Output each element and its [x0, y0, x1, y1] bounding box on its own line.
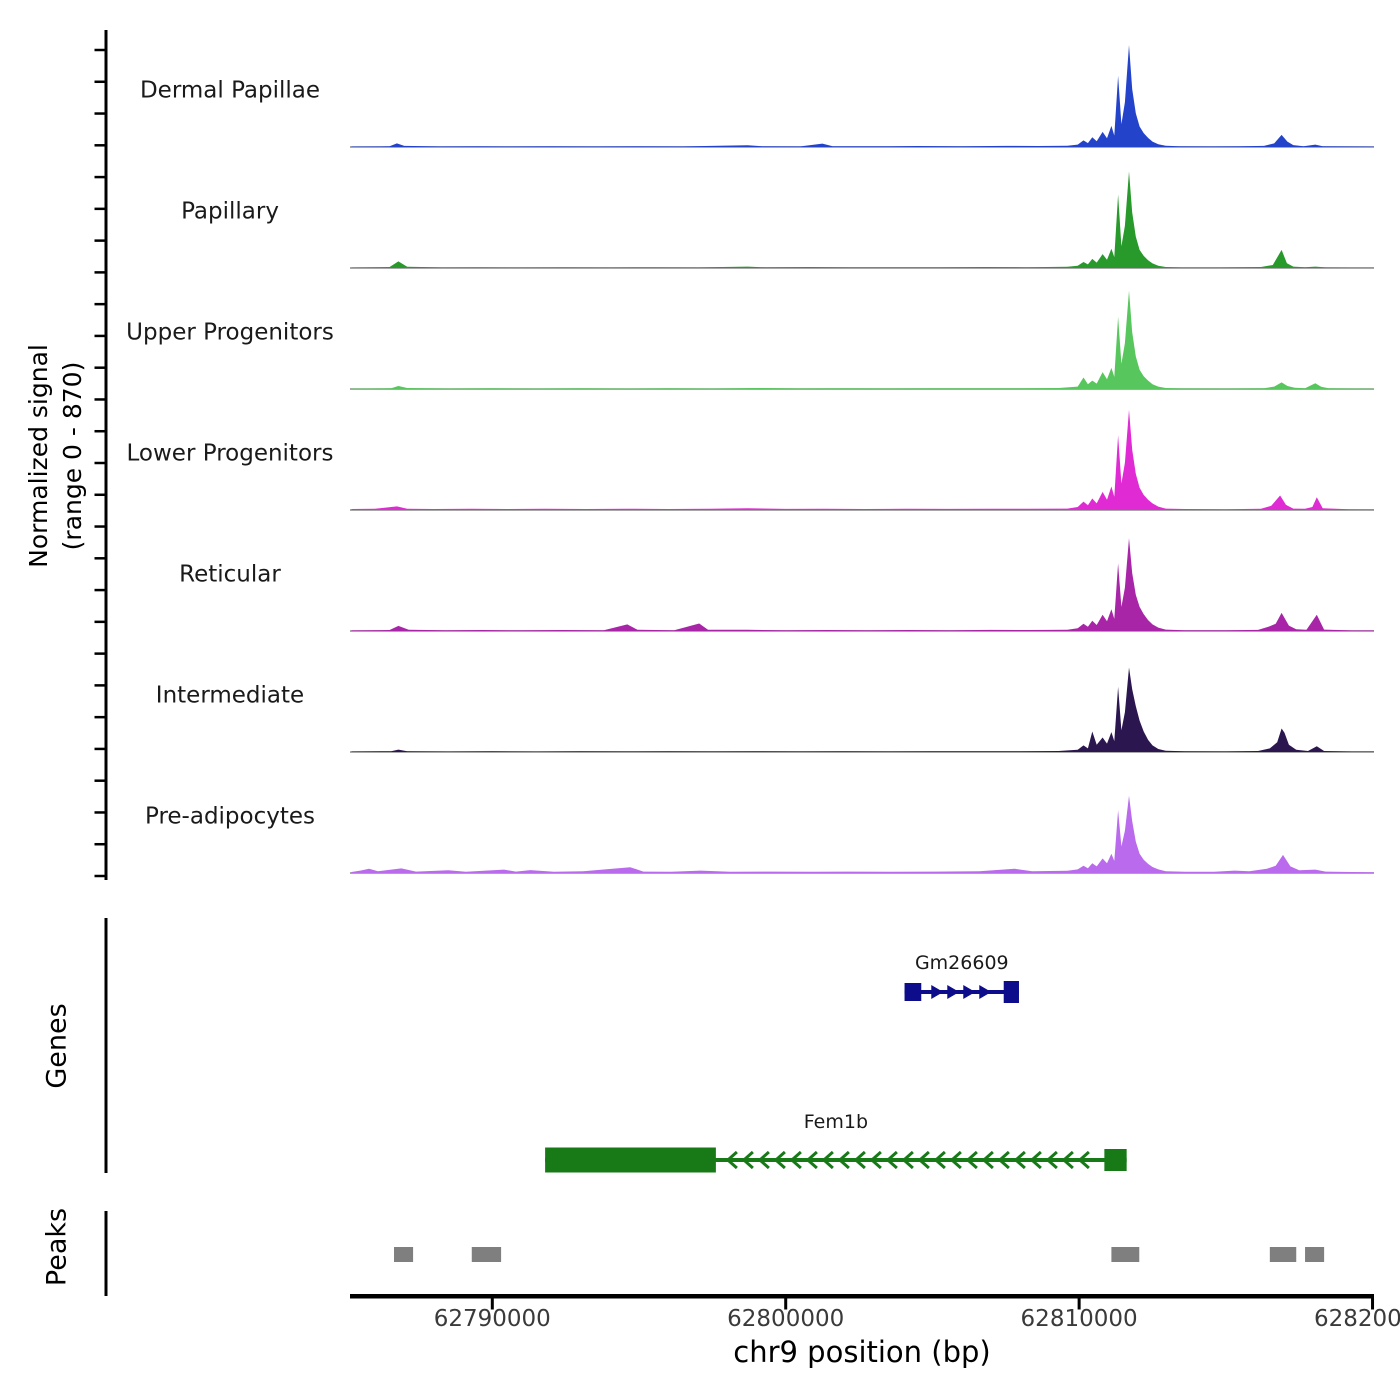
gene-exon-fem1b: [545, 1147, 716, 1173]
track-label-intermediate: Intermediate: [156, 683, 304, 709]
strand-arrow-left: [917, 1150, 930, 1170]
gene-name-fem1b: Fem1b: [804, 1111, 868, 1133]
signal-area-pre-adipocytes: [351, 795, 1374, 873]
gene-name-gm26609: Gm26609: [915, 952, 1009, 974]
strand-arrow-left: [789, 1150, 802, 1170]
strand-arrow-left: [821, 1150, 834, 1170]
strand-arrow-left: [1013, 1150, 1026, 1170]
peaks-section-label: Peaks: [42, 1208, 73, 1286]
strand-arrow-left: [837, 1150, 850, 1170]
strand-arrow-right: [947, 985, 960, 999]
x-tick-label-62820000: 62820000: [1314, 1306, 1400, 1332]
strand-arrow-left: [773, 1150, 786, 1170]
strand-arrow-left: [1061, 1150, 1074, 1170]
peak-regions-layer: [394, 1247, 1325, 1262]
strand-arrow-right: [931, 985, 944, 999]
peak-region-box: [394, 1247, 414, 1262]
gene-exon-fem1b: [1104, 1149, 1127, 1171]
strand-arrow-left: [965, 1150, 978, 1170]
x-axis-title: chr9 position (bp): [733, 1335, 990, 1369]
axes-layer: [94, 30, 1375, 1310]
strand-arrow-left: [805, 1150, 818, 1170]
peak-region-box: [1111, 1247, 1140, 1262]
strand-arrow-left: [1029, 1150, 1042, 1170]
y-axis-label-line2: (range 0 - 870): [58, 362, 87, 551]
peak-region-box: [471, 1247, 502, 1262]
signal-area-lower-progenitors: [351, 409, 1374, 510]
strand-arrow-left: [997, 1150, 1010, 1170]
x-tick-label-62810000: 62810000: [1021, 1306, 1138, 1332]
strand-arrow-left: [1045, 1150, 1058, 1170]
strand-arrow-left: [933, 1150, 946, 1170]
strand-arrow-right: [979, 985, 992, 999]
gene-model-fem1b: [545, 1147, 1127, 1173]
track-label-lower-progenitors: Lower Progenitors: [127, 441, 334, 467]
y-axis-label-line1: Normalized signal: [24, 344, 53, 568]
track-label-reticular: Reticular: [179, 562, 281, 588]
strand-arrow-left: [949, 1150, 962, 1170]
strand-arrow-left: [725, 1150, 738, 1170]
strand-arrow-left: [981, 1150, 994, 1170]
strand-arrow-left: [869, 1150, 882, 1170]
x-tick-label-62790000: 62790000: [434, 1306, 551, 1332]
x-axis-line: [350, 1294, 1374, 1299]
signal-area-upper-progenitors: [351, 290, 1374, 389]
peaks-axis-line: [104, 1211, 108, 1296]
strand-arrow-left: [901, 1150, 914, 1170]
strand-arrow-left: [853, 1150, 866, 1170]
track-label-dermal-papillae: Dermal Papillae: [140, 78, 320, 104]
strand-arrow-left: [741, 1150, 754, 1170]
signal-area-papillary: [351, 171, 1374, 268]
genes-axis-line: [104, 918, 108, 1173]
signal-area-dermal-papillae: [351, 45, 1374, 147]
track-label-pre-adipocytes: Pre-adipocytes: [145, 804, 315, 830]
track-label-papillary: Papillary: [181, 199, 279, 225]
strand-arrow-right: [963, 985, 976, 999]
signal-y-axis-line: [104, 30, 108, 880]
peak-region-box: [1269, 1247, 1297, 1262]
strand-arrow-left: [757, 1150, 770, 1170]
gene-exon-gm26609: [1003, 981, 1019, 1003]
track-label-upper-progenitors: Upper Progenitors: [126, 320, 334, 346]
gene-models-layer: [545, 981, 1127, 1173]
strand-arrow-left: [1077, 1150, 1090, 1170]
x-tick-label-62800000: 62800000: [727, 1306, 844, 1332]
gene-model-gm26609: [904, 981, 1019, 1003]
gene-exon-gm26609: [904, 983, 922, 1001]
strand-arrow-left: [885, 1150, 898, 1170]
signal-area-reticular: [351, 538, 1374, 631]
genes-section-label: Genes: [42, 1003, 73, 1088]
peak-region-box: [1305, 1247, 1325, 1262]
signal-tracks-layer: [351, 45, 1374, 873]
signal-area-intermediate: [351, 667, 1374, 752]
